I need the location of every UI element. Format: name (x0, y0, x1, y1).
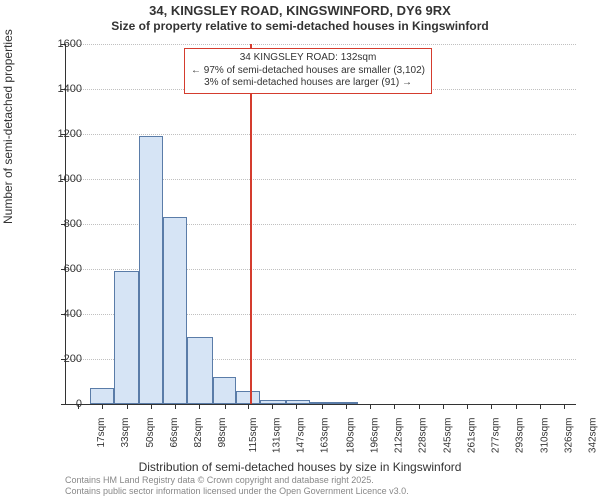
x-tick (443, 404, 444, 409)
grid-line (66, 44, 576, 45)
x-tick-label: 228sqm (417, 418, 428, 454)
x-tick (370, 404, 371, 409)
histogram-bar (187, 337, 212, 405)
y-tick-label: 400 (42, 308, 82, 320)
x-tick-label: 180sqm (345, 418, 356, 454)
x-tick (419, 404, 420, 409)
x-tick (199, 404, 200, 409)
x-tick (175, 404, 176, 409)
x-tick-label: 212sqm (393, 418, 404, 454)
x-tick-label: 326sqm (564, 418, 575, 454)
y-tick-label: 800 (42, 218, 82, 230)
annotation-line-1: 34 KINGSLEY ROAD: 132sqm (191, 52, 425, 65)
x-tick-label: 293sqm (514, 418, 525, 454)
page-subtitle: Size of property relative to semi-detach… (0, 20, 600, 33)
x-tick (467, 404, 468, 409)
x-tick-label: 310sqm (540, 418, 551, 454)
x-tick-label: 196sqm (369, 418, 380, 454)
page-title: 34, KINGSLEY ROAD, KINGSWINFORD, DY6 9RX (0, 4, 600, 18)
grid-line (66, 134, 576, 135)
x-tick-label: 115sqm (247, 418, 258, 453)
x-tick-label: 147sqm (296, 418, 307, 454)
x-tick (322, 404, 323, 409)
attribution-line-1: Contains HM Land Registry data © Crown c… (65, 475, 409, 485)
x-tick (272, 404, 273, 409)
y-tick-label: 1000 (42, 173, 82, 185)
histogram-plot: 34 KINGSLEY ROAD: 132sqm ← 97% of semi-d… (65, 44, 576, 405)
y-tick-label: 200 (42, 353, 82, 365)
x-tick (151, 404, 152, 409)
x-tick (516, 404, 517, 409)
x-tick (225, 404, 226, 409)
histogram-bar (139, 136, 163, 404)
y-tick-label: 1200 (42, 128, 82, 140)
x-tick (491, 404, 492, 409)
y-tick-label: 0 (42, 398, 82, 410)
histogram-bar (114, 271, 139, 404)
annotation-box: 34 KINGSLEY ROAD: 132sqm ← 97% of semi-d… (184, 48, 432, 94)
x-axis-label: Distribution of semi-detached houses by … (0, 460, 600, 474)
x-tick (540, 404, 541, 409)
y-axis-label: Number of semi-detached properties (1, 29, 15, 224)
x-tick-label: 261sqm (466, 418, 477, 454)
x-tick-label: 82sqm (193, 418, 204, 448)
x-tick (248, 404, 249, 409)
attribution-line-2: Contains public sector information licen… (65, 486, 409, 496)
x-tick (102, 404, 103, 409)
x-tick-label: 342sqm (588, 418, 599, 454)
x-tick-label: 245sqm (443, 418, 454, 454)
y-tick-label: 1400 (42, 83, 82, 95)
attribution: Contains HM Land Registry data © Crown c… (65, 475, 409, 496)
histogram-bar (286, 400, 310, 404)
y-tick-label: 600 (42, 263, 82, 275)
x-tick-label: 277sqm (490, 418, 501, 454)
x-tick-label: 98sqm (217, 418, 228, 448)
x-tick (127, 404, 128, 409)
x-tick (346, 404, 347, 409)
x-tick (296, 404, 297, 409)
annotation-line-3: 3% of semi-detached houses are larger (9… (191, 77, 425, 90)
histogram-bar (213, 377, 237, 404)
x-tick-label: 33sqm (120, 418, 131, 448)
x-tick (564, 404, 565, 409)
x-tick-label: 50sqm (145, 418, 156, 448)
marker-line (250, 44, 252, 404)
x-tick-label: 17sqm (96, 418, 107, 448)
x-tick-label: 66sqm (169, 418, 180, 448)
y-tick-label: 1600 (42, 38, 82, 50)
x-tick-label: 163sqm (320, 418, 331, 454)
histogram-bar (236, 391, 260, 405)
histogram-bar (90, 388, 114, 404)
x-tick-label: 131sqm (272, 418, 283, 454)
x-tick (394, 404, 395, 409)
histogram-bar (163, 217, 187, 404)
annotation-line-2: ← 97% of semi-detached houses are smalle… (191, 65, 425, 78)
